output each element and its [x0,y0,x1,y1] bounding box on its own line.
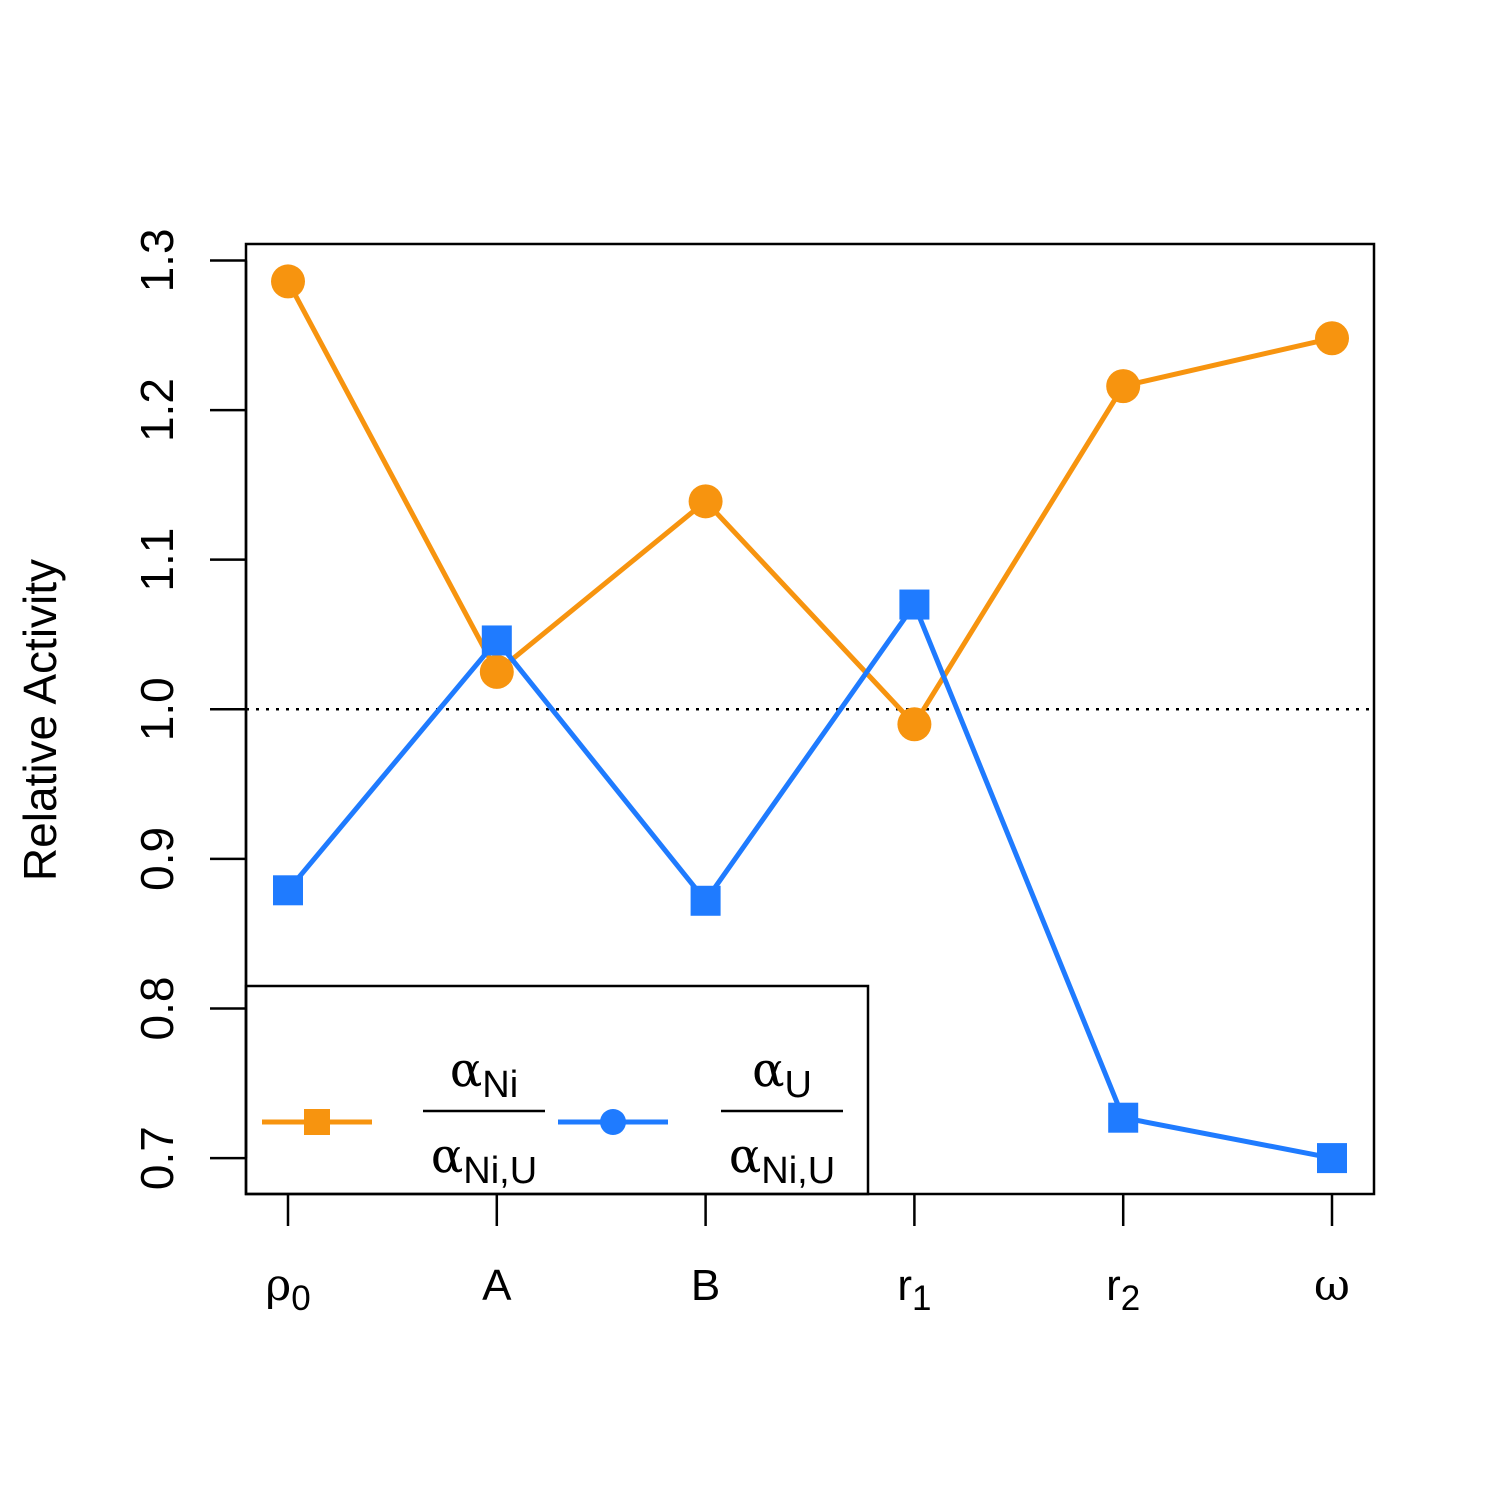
y-tick-label: 0.7 [131,1126,183,1190]
data-point [1315,321,1349,356]
y-axis-label: Relative Activity [14,559,66,881]
legend-denominator: αNi,U [729,1128,835,1192]
x-tick-label: ρ0 [265,1260,310,1318]
data-point [1108,1102,1139,1133]
data-point [899,589,930,620]
legend-box [244,984,870,1196]
data-point [479,654,514,689]
x-tick-label: r2 [1106,1261,1140,1318]
y-tick-label: 1.1 [131,528,183,592]
y-tick-label: 0.8 [131,977,183,1041]
data-point [273,875,303,906]
series-line [285,280,1333,729]
legend-marker [304,1109,330,1135]
data-point [1317,1143,1347,1174]
series-line [286,599,1333,1161]
x-tick-label: B [691,1261,720,1310]
y-tick-label: 1.2 [131,378,183,442]
y-tick-label: 1.0 [131,677,183,741]
x-tick-label: r1 [897,1261,931,1318]
legend-numerator: αU [752,1042,812,1106]
data-point [688,484,723,519]
data-point [690,885,721,916]
x-tick-label: A [482,1261,512,1310]
data-point [1106,369,1141,404]
data-point [897,707,932,742]
y-tick-label: 0.9 [131,827,183,891]
data-point [271,264,305,299]
legend-marker [600,1109,626,1135]
y-tick-label: 1.3 [131,228,183,292]
legend-denominator: αNi,U [431,1128,537,1192]
legend-numerator: αNi [450,1042,518,1106]
data-point [481,625,512,656]
x-tick-label: ω [1314,1260,1350,1311]
